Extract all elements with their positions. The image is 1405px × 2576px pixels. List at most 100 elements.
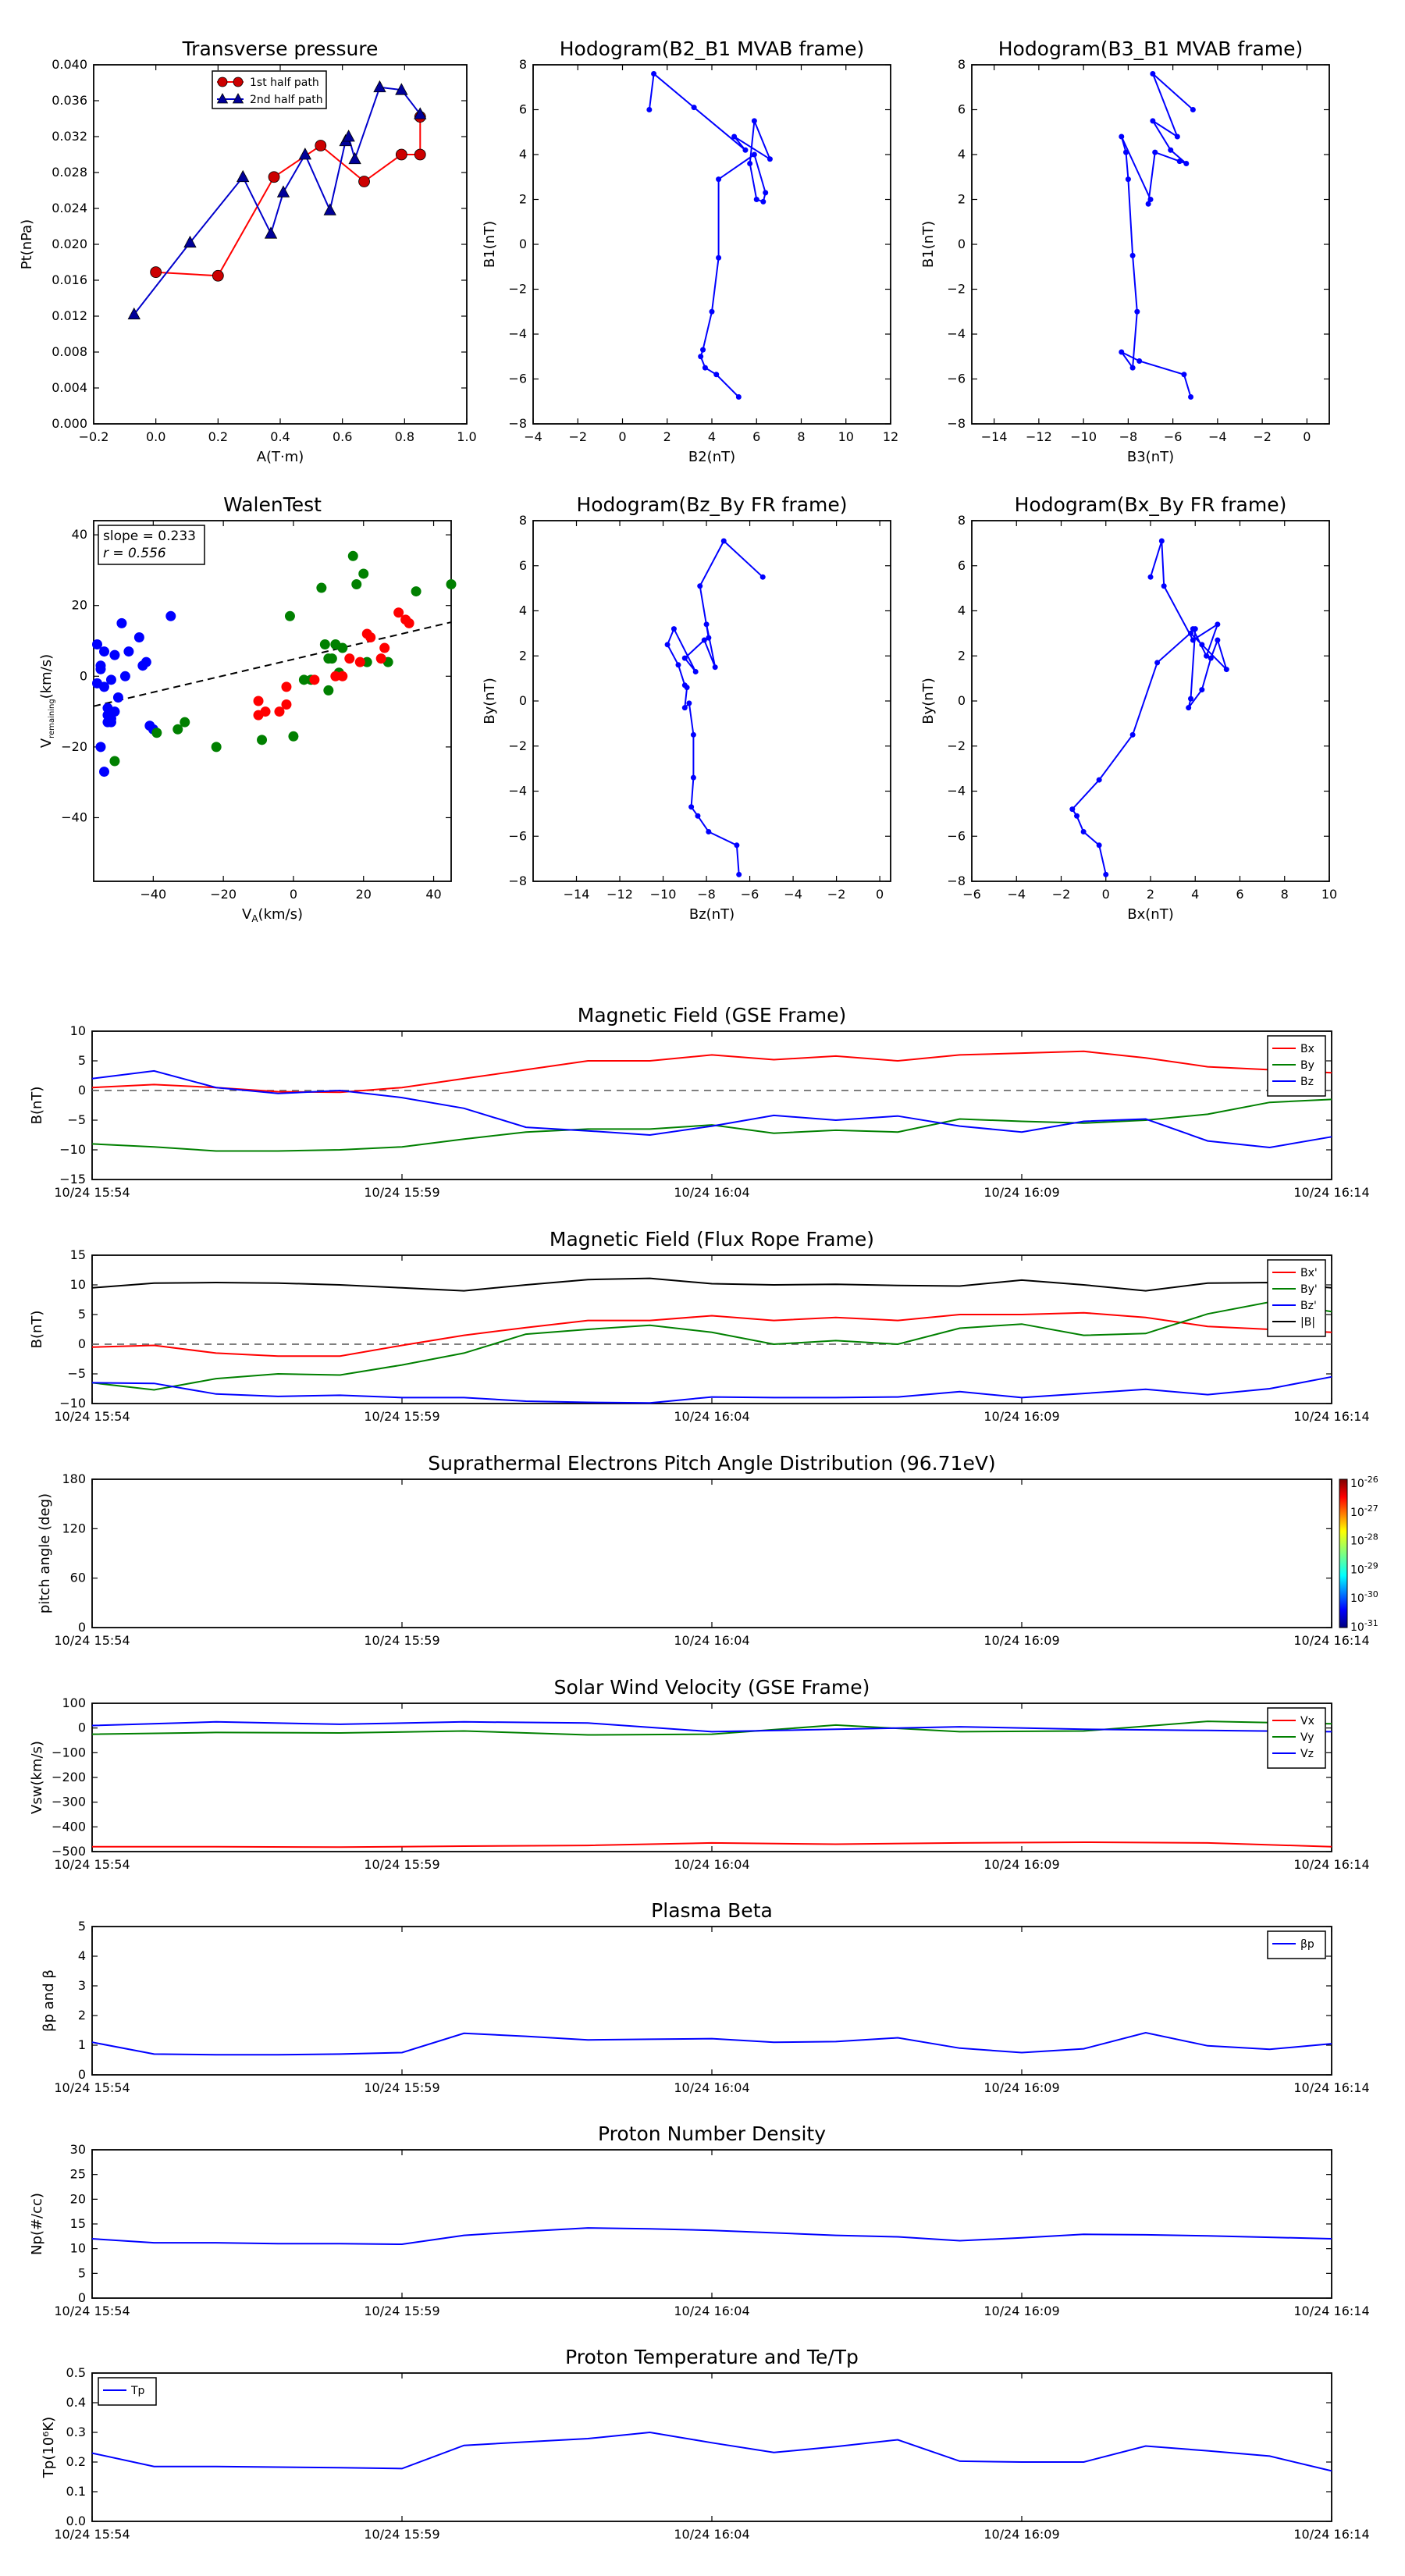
y-tick-label: 1: [78, 2037, 86, 2052]
legend-label: Bx: [1300, 1043, 1314, 1055]
scatter-point-green: [319, 639, 330, 650]
data-point: [1168, 147, 1174, 153]
y-tick-label: 0.024: [52, 201, 87, 215]
chart-title: Hodogram(B2_B1 MVAB frame): [560, 37, 865, 60]
x-tick-label: 10/24 16:04: [674, 1409, 749, 1424]
plot-frame: [91, 2372, 1332, 2522]
scatter-point-green: [351, 579, 362, 590]
y-tick-label: −2: [947, 738, 966, 753]
y-tick-label: −40: [61, 809, 87, 824]
proton-temperature-chart: Proton Temperature and Te/Tp 0.0 0.1 0.2 0.3…: [41, 2346, 1370, 2542]
data-point: [763, 190, 769, 196]
x-axis-label: B2(nT): [688, 449, 735, 465]
y-tick-label: 0: [519, 693, 527, 708]
y-tick-label: 5: [78, 1307, 86, 1322]
x-tick-label: 2: [1147, 887, 1154, 902]
scatter-point-blue: [109, 649, 120, 660]
hodogram-bx-by-chart: Hodogram(Bx_By FR frame)−8−6−4−202468−6−…: [920, 493, 1337, 923]
y-tick-label: 0.3: [66, 2425, 86, 2439]
x-tick-label: 10: [838, 429, 854, 444]
y-tick-label: 40: [72, 527, 87, 542]
data-point: [712, 664, 718, 671]
data-point: [681, 655, 688, 661]
x-tick-label: 10/24 15:59: [364, 2304, 439, 2318]
y-tick-label: 0.012: [52, 308, 87, 323]
x-tick-label: −2: [827, 887, 846, 902]
x-tick-label: −14: [981, 429, 1008, 444]
x-tick-label: 10/24 16:04: [674, 2304, 749, 2318]
data-point: [395, 83, 408, 95]
data-point: [276, 185, 290, 197]
y-tick-label: 8: [519, 513, 527, 528]
scatter-point-green: [288, 731, 299, 742]
x-tick-label: 0.0: [146, 429, 165, 444]
data-point: [1190, 637, 1196, 643]
x-tick-label: −12: [606, 887, 633, 902]
y-tick-label: 3: [78, 1978, 86, 1993]
y-axis-label: B(nT): [29, 1311, 45, 1349]
x-axis-label: VA(km/s): [242, 906, 303, 924]
data-point: [1215, 621, 1221, 628]
y-tick-label: −10: [59, 1396, 86, 1411]
scatter-point-green: [211, 742, 222, 753]
data-point: [1096, 777, 1102, 783]
data-point: [212, 269, 224, 282]
y-tick-label: 2: [519, 192, 527, 207]
x-tick-label: 12: [883, 429, 898, 444]
colorbar-exponent: -29: [1364, 1560, 1378, 1571]
y-tick-label: 10: [70, 2241, 86, 2256]
y-axis-label: pitch angle (deg): [37, 1493, 53, 1614]
x-tick-label: 10: [1321, 887, 1337, 902]
scatter-point-red: [404, 617, 414, 628]
scatter-point-red: [361, 628, 372, 639]
x-tick-label: −0.2: [79, 429, 109, 444]
scatter-point-green: [151, 728, 162, 738]
series-line-Vy: [91, 1720, 1332, 1736]
legend-label: Vz: [1300, 1748, 1314, 1760]
data-point: [701, 637, 707, 643]
legend-label: βp: [1300, 1938, 1314, 1951]
x-tick-label: 10/24 16:14: [1293, 1185, 1369, 1200]
y-axis-label: Np(#/cc): [29, 2193, 45, 2255]
transverse-pressure-chart: Transverse pressure 0.000 0.004 0.008 0.012 0…: [19, 37, 477, 465]
y-tick-label: 0.004: [52, 380, 87, 395]
scatter-point-green: [323, 685, 334, 696]
series-line-Bz: [91, 1069, 1332, 1149]
legend-box: [98, 2377, 157, 2406]
y-tick-label: 0.040: [52, 57, 87, 72]
data-point: [731, 133, 738, 140]
y-tick-label: 0: [78, 2067, 86, 2082]
data-point: [1199, 642, 1205, 648]
x-tick-label: 10/24 16:09: [984, 1409, 1059, 1424]
y-tick-label: −6: [947, 828, 966, 843]
y-tick-label: 10: [70, 1277, 86, 1292]
x-tick-label: 0: [618, 429, 626, 444]
y-tick-label: 15: [70, 2216, 86, 2231]
scatter-point-blue: [105, 713, 116, 724]
x-tick-label: 10/24 16:04: [674, 2527, 749, 2542]
y-tick-label: 4: [519, 147, 527, 162]
scatter-point-blue: [133, 632, 144, 642]
hodogram-path: [1071, 540, 1228, 875]
x-tick-label: 10/24 16:09: [984, 1857, 1059, 1872]
y-tick-label: 6: [519, 558, 527, 573]
y-tick-label: −8: [508, 873, 527, 888]
data-point: [651, 71, 657, 76]
data-point: [298, 148, 312, 160]
data-point: [1147, 574, 1154, 580]
x-tick-label: −2: [568, 429, 587, 444]
plot-frame: [91, 2149, 1332, 2299]
y-tick-label: −500: [52, 1844, 86, 1859]
colorbar-label: 10-31: [1350, 1618, 1378, 1634]
y-tick-label: 180: [62, 1471, 86, 1486]
proton-number-density-chart: Proton Number Density 0 5 10 15 20 25 30 10/24 1…: [29, 2122, 1370, 2318]
y-axis-label: Pt(nPa): [19, 219, 35, 269]
colorbar-label: 10-29: [1350, 1560, 1378, 1576]
y-axis-label: B(nT): [29, 1087, 45, 1125]
x-axis-label: Bx(nT): [1127, 906, 1173, 923]
data-point: [720, 538, 727, 544]
x-tick-label: −4: [784, 887, 802, 902]
data-point: [690, 774, 696, 781]
x-tick-label: −2: [1253, 429, 1272, 444]
